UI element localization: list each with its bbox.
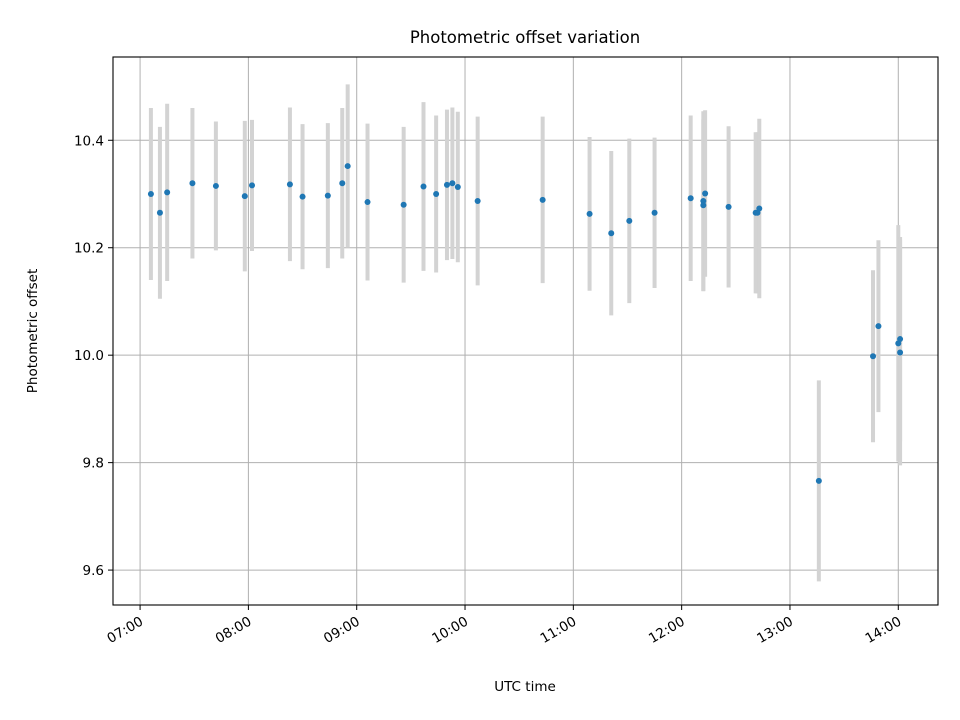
data-point xyxy=(725,203,732,210)
data-point xyxy=(344,163,351,170)
data-point xyxy=(700,202,707,209)
x-tick-label: 12:00 xyxy=(646,614,688,647)
data-points xyxy=(147,163,904,484)
data-point xyxy=(286,181,293,188)
y-tick-label: 10.4 xyxy=(74,133,104,149)
x-tick-label: 07:00 xyxy=(104,614,146,647)
data-point xyxy=(474,197,481,204)
x-axis-label: UTC time xyxy=(494,679,556,695)
data-point xyxy=(608,230,615,237)
data-point xyxy=(539,196,546,203)
data-point xyxy=(164,189,171,196)
y-axis-ticks: 9.6 9.8 10.0 10.2 10.4 xyxy=(74,133,113,579)
y-tick-label: 9.6 xyxy=(83,563,104,579)
y-tick-label: 10.2 xyxy=(74,241,104,257)
data-point xyxy=(364,199,371,206)
data-point xyxy=(586,210,593,217)
x-tick-label: 14:00 xyxy=(863,614,905,647)
data-point xyxy=(212,182,219,189)
data-point xyxy=(875,323,882,330)
plot-frame xyxy=(112,56,939,606)
data-point xyxy=(897,336,904,343)
chart-title: Photometric offset variation xyxy=(410,28,640,47)
x-tick-label: 11:00 xyxy=(538,614,580,647)
data-point xyxy=(687,195,694,202)
data-point xyxy=(651,209,658,216)
error-bars xyxy=(148,84,903,582)
data-point xyxy=(400,201,407,208)
data-point xyxy=(702,190,709,197)
data-point xyxy=(299,193,306,200)
data-point xyxy=(870,353,877,360)
y-axis-label: Photometric offset xyxy=(25,269,41,393)
data-point xyxy=(241,193,248,200)
data-point xyxy=(443,181,450,188)
data-point xyxy=(897,349,904,356)
grid-lines xyxy=(113,57,938,605)
data-point xyxy=(756,205,763,212)
x-tick-label: 10:00 xyxy=(429,614,471,647)
data-point xyxy=(156,209,163,216)
data-point xyxy=(433,191,440,197)
data-point xyxy=(449,180,456,187)
data-point xyxy=(454,184,461,191)
data-point xyxy=(626,217,633,224)
data-point xyxy=(700,197,707,204)
data-point xyxy=(249,182,256,189)
data-point xyxy=(324,192,331,199)
data-point xyxy=(339,180,346,187)
data-point xyxy=(815,477,822,484)
data-point xyxy=(147,191,154,197)
data-point xyxy=(420,183,427,190)
x-axis-ticks: 07:00 08:00 09:00 10:00 11:00 12:00 13:00 14:00 xyxy=(104,605,904,647)
x-tick-label: 13:00 xyxy=(754,614,796,647)
x-tick-label: 08:00 xyxy=(213,614,255,647)
y-tick-label: 10.0 xyxy=(74,348,104,364)
x-tick-label: 09:00 xyxy=(321,614,363,647)
y-tick-label: 9.8 xyxy=(83,456,104,472)
data-point xyxy=(189,180,196,187)
